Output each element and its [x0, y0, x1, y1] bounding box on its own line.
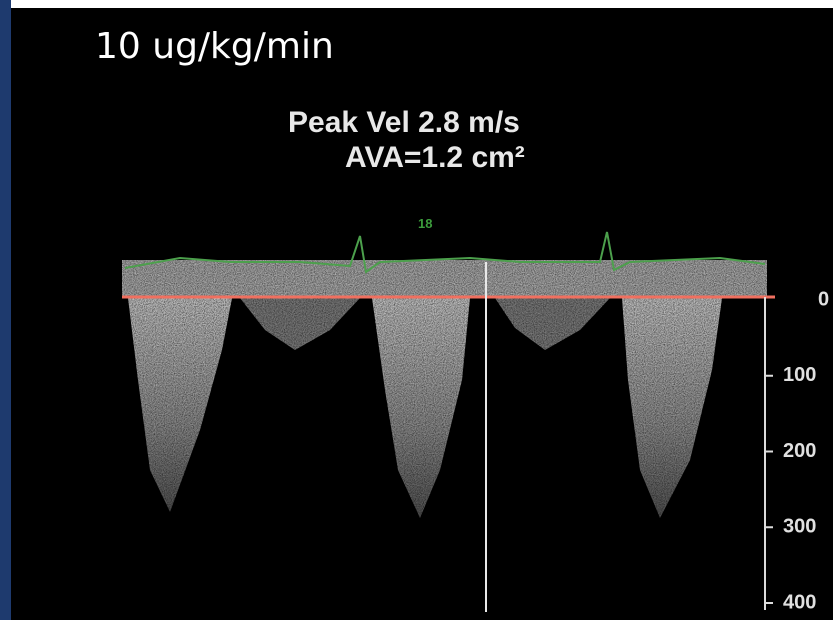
ecg-trace [124, 231, 766, 274]
scale-label: 0 [818, 288, 829, 310]
envelope [240, 298, 360, 350]
scale-label: 200 [783, 440, 816, 462]
peak-velocity: Peak Vel 2.8 m/s [288, 106, 520, 139]
upper-band [122, 260, 767, 296]
ava: AVA=1.2 cm² [345, 141, 525, 174]
left-border [0, 0, 11, 620]
scale-label: 100 [783, 364, 816, 386]
scale: 0 100 200 300 400 [765, 288, 829, 613]
envelope [128, 298, 232, 512]
envelope [622, 298, 722, 518]
dose-label: 10 ug/kg/min [95, 26, 334, 67]
envelope [495, 298, 610, 350]
scale-label: 400 [783, 591, 816, 613]
envelope [372, 298, 470, 518]
heart-rate: 18 [418, 216, 432, 231]
spectral-doppler [122, 260, 767, 518]
top-border [0, 0, 833, 8]
scale-label: 300 [783, 516, 816, 538]
